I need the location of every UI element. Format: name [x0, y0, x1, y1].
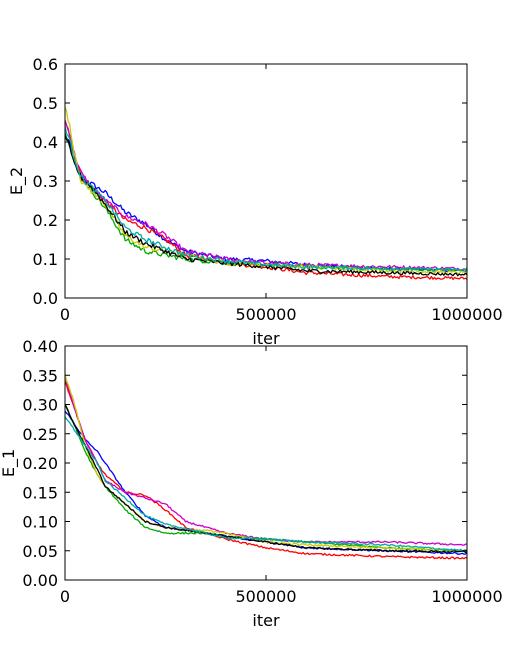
series-line-5	[65, 107, 467, 275]
x-tick-label: 500000	[235, 305, 296, 324]
x-axis-title: iter	[252, 329, 280, 348]
y-tick-label: 0.20	[22, 454, 58, 473]
panel-e2: 0.0 0.1 0.2 0.3 0.4 0.5 0.6 0 500000 1000000 iter E…	[7, 55, 503, 348]
x-tick-label: 0	[60, 305, 70, 324]
y-tick-label: 0.3	[33, 172, 58, 191]
y-tick-label: 0.1	[33, 250, 58, 269]
series-line-6	[65, 404, 467, 553]
y-tick-label: 0.5	[33, 94, 58, 113]
y-tick-label: 0.2	[33, 211, 58, 230]
series-line-7	[65, 416, 467, 552]
series-line-4	[65, 132, 467, 273]
y-tick-label: 0.30	[22, 396, 58, 415]
y-tick-label: 0.05	[22, 542, 58, 561]
series-line-1	[65, 410, 467, 555]
series-line-6	[65, 134, 467, 277]
series-line-3	[65, 121, 467, 271]
x-tick-label: 500000	[235, 587, 296, 606]
y-tick-label: 0.25	[22, 425, 58, 444]
plot-frame	[64, 345, 468, 581]
x-tick-label: 1000000	[431, 587, 502, 606]
y-tick-label: 0.00	[22, 571, 58, 590]
y-axis-title: E_2	[7, 167, 27, 195]
panel-e1: 0.00 0.05 0.10 0.15 0.20 0.25 0.30 0.35 0.40 0 500…	[0, 337, 503, 630]
y-tick-label: 0.15	[22, 483, 58, 502]
series-line-2	[65, 381, 467, 560]
y-tick-label: 0.35	[22, 366, 58, 385]
series-line-2	[65, 119, 467, 281]
y-tick-label: 0.0	[33, 289, 58, 308]
x-tick-label: 0	[60, 587, 70, 606]
x-axis-title: iter	[252, 611, 280, 630]
series-line-1	[65, 133, 467, 273]
y-tick-label: 0.4	[33, 133, 58, 152]
series-line-5	[65, 374, 467, 553]
y-axis-title: E_1	[0, 449, 19, 477]
series-line-3	[65, 375, 467, 546]
plot-frame	[64, 63, 468, 299]
y-tick-label: 0.6	[33, 55, 58, 74]
series-line-4	[65, 403, 467, 553]
y-tick-label: 0.40	[22, 337, 58, 356]
y-tick-label: 0.10	[22, 513, 58, 532]
x-tick-label: 1000000	[431, 305, 502, 324]
series-line-7	[65, 125, 467, 272]
